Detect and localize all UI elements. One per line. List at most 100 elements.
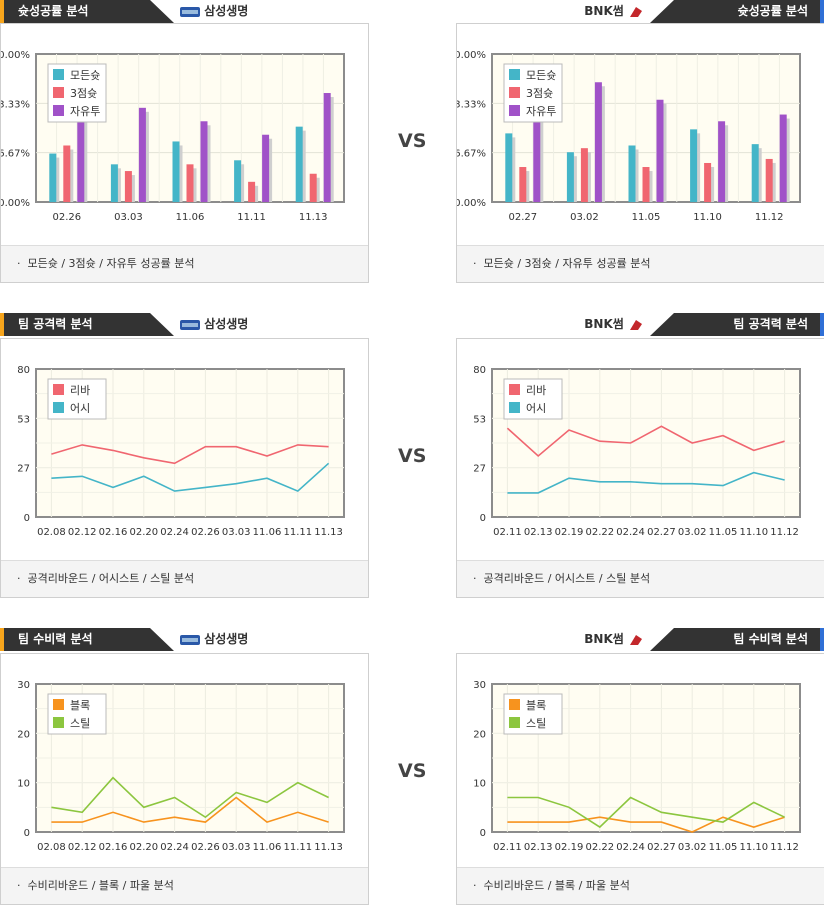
x-tick-label: 02.11 [493, 842, 522, 853]
bar [63, 145, 71, 202]
x-tick-label: 02.13 [524, 527, 553, 538]
legend-swatch [53, 384, 64, 395]
y-tick-label: 53 [17, 414, 30, 425]
x-tick-label: 02.24 [160, 842, 189, 853]
bar [765, 158, 773, 202]
section-title: 팀 수비력 분석 [18, 632, 93, 646]
legend-label: 스틸 [70, 717, 90, 730]
y-tick-label: 0.00% [1, 198, 30, 209]
series-line [507, 796, 785, 829]
x-tick-label: 11.10 [739, 842, 768, 853]
section-tab-right: 슛성공률 분석 [650, 0, 824, 23]
y-tick-label: 0 [24, 513, 30, 524]
home-team-name: 삼성생명 [204, 4, 249, 18]
footer-text: 모든슛 / 3점슛 / 자유투 성공률 분석 [483, 257, 651, 270]
bar [566, 152, 574, 202]
bnk-logo-icon [630, 6, 642, 17]
bar [704, 162, 712, 202]
x-tick-label: 02.08 [37, 842, 66, 853]
bar [519, 167, 527, 202]
samsung-logo-icon [180, 634, 200, 645]
legend-swatch [53, 87, 64, 98]
x-tick-label: 11.06 [253, 842, 282, 853]
legend-swatch [509, 717, 520, 728]
chart-panel-away: 0 10 20 30 02.11 02.13 02.19 02.22 02.24 02.27 03.… [456, 653, 824, 905]
x-tick-label: 11.05 [632, 212, 661, 223]
away-team-name: BNK썸 [584, 632, 624, 646]
series-line [51, 776, 329, 819]
bar [262, 134, 270, 202]
bar [200, 121, 208, 202]
chart-panel-away: 0 27 53 80 02.11 02.13 02.19 02.22 02.24 02.27 03.… [456, 338, 824, 598]
y-tick-label: 36.67% [457, 149, 486, 160]
x-tick-label: 02.26 [191, 842, 220, 853]
y-tick-label: 36.67% [1, 149, 30, 160]
chart-panel-away: 0.00% 36.67% 73.33% 110.00% 02.27 03.02 11.05 1… [442, 23, 824, 283]
defense-chart-away: 0 10 20 30 02.11 02.13 02.19 02.22 02.24 02.27 03.… [473, 680, 801, 853]
legend-label: 리바 [70, 384, 90, 397]
y-tick-label: 110.00% [457, 50, 486, 61]
legend-label: 블록 [526, 699, 546, 712]
y-tick-label: 0.00% [457, 198, 486, 209]
y-tick-label: 73.33% [457, 99, 486, 110]
home-team: 삼성생명 [180, 313, 248, 336]
bar [309, 173, 317, 202]
series-line [506, 425, 785, 458]
section-header: 팀 공격력 분석 삼성생명 BNK썸 팀 공격력 분석 [0, 313, 824, 336]
x-tick-label: 02.27 [647, 842, 676, 853]
legend-label: 리바 [526, 384, 546, 397]
x-tick-label: 02.13 [524, 842, 553, 853]
section-header: 슛성공률 분석 삼성생명 BNK썸 슛성공률 분석 [0, 0, 824, 23]
attack-chart-away: 0 27 53 80 02.11 02.13 02.19 02.22 02.24 02.27 03.… [473, 365, 801, 538]
away-team: BNK썸 [584, 0, 644, 23]
defense-chart-home: 0 10 20 30 02.08 02.12 02.16 02.20 02.24 02.26 03.… [17, 680, 345, 853]
footer-text: 공격리바운드 / 어시스트 / 스틸 분석 [483, 572, 651, 585]
x-tick-label: 02.22 [585, 842, 614, 853]
y-tick-label: 0 [24, 828, 30, 839]
bar [642, 167, 650, 202]
series-line [507, 471, 785, 494]
y-tick-label: 30 [473, 680, 486, 691]
section-tab-left: 팀 수비력 분석 [0, 628, 174, 651]
y-tick-label: 10 [17, 779, 30, 790]
y-tick-label: 10 [473, 779, 486, 790]
section-header: 팀 수비력 분석 삼성생명 BNK썸 팀 수비력 분석 [0, 628, 824, 651]
x-tick-label: 02.12 [68, 842, 97, 853]
bar [594, 82, 602, 202]
x-tick-label: 11.11 [283, 527, 312, 538]
y-tick-label: 20 [17, 729, 30, 740]
legend-swatch [53, 402, 64, 413]
bar [628, 145, 636, 202]
bar [505, 133, 513, 202]
bar [779, 114, 787, 202]
home-team: 삼성생명 [180, 0, 248, 23]
y-tick-label: 80 [17, 365, 30, 376]
legend-label: 자유투 [70, 105, 100, 118]
samsung-logo-icon [180, 319, 200, 330]
home-team: 삼성생명 [180, 628, 248, 651]
footer-text: 공격리바운드 / 어시스트 / 스틸 분석 [27, 572, 195, 585]
x-tick-label: 11.06 [253, 527, 282, 538]
chart-footer: · 모든슛 / 3점슛 / 자유투 성공률 분석 [1, 245, 368, 282]
y-tick-label: 27 [473, 464, 486, 475]
footer-text: 수비리바운드 / 블록 / 파울 분석 [27, 879, 174, 892]
x-tick-label: 03.02 [570, 212, 599, 223]
shooting-chart-away: 0.00% 36.67% 73.33% 110.00% 02.27 03.02 11.05 1… [442, 50, 801, 223]
x-tick-label: 11.05 [709, 842, 738, 853]
y-tick-label: 27 [17, 464, 30, 475]
bar [49, 153, 57, 202]
away-team-name: BNK썸 [584, 4, 624, 18]
x-tick-label: 11.13 [314, 842, 343, 853]
chart-footer: · 모든슛 / 3점슛 / 자유투 성공률 분석 [457, 245, 824, 282]
x-tick-label: 11.13 [314, 527, 343, 538]
y-tick-label: 30 [17, 680, 30, 691]
chart-footer: · 공격리바운드 / 어시스트 / 스틸 분석 [1, 560, 368, 597]
home-team-name: 삼성생명 [204, 317, 249, 331]
x-tick-label: 02.24 [616, 527, 645, 538]
x-tick-label: 02.16 [99, 842, 128, 853]
shooting-chart-home: 0.00% 36.67% 73.33% 110.00% 02.26 03.03 11.06 1… [0, 50, 345, 223]
section-tab-left: 팀 공격력 분석 [0, 313, 174, 336]
x-tick-label: 11.12 [770, 842, 799, 853]
x-tick-label: 11.05 [709, 527, 738, 538]
section-title-right: 슛성공률 분석 [737, 4, 808, 18]
